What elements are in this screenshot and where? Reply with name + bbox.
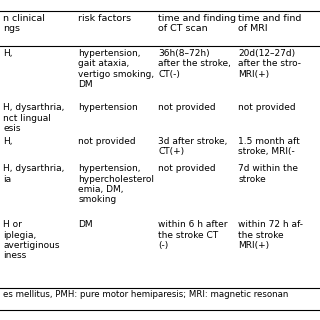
Text: time and finding
of CT scan: time and finding of CT scan [158,14,236,33]
Text: H, dysarthria,
nct lingual
esis: H, dysarthria, nct lingual esis [3,103,65,133]
Text: 20d(12–27d)
after the stro-
MRI(+): 20d(12–27d) after the stro- MRI(+) [238,49,301,79]
Text: H, dysarthria,
ia: H, dysarthria, ia [3,164,65,184]
Text: hypertension,
hypercholesterol
emia, DM,
smoking: hypertension, hypercholesterol emia, DM,… [78,164,155,204]
Text: es mellitus, PMH: pure motor hemiparesis; MRI: magnetic resonan: es mellitus, PMH: pure motor hemiparesis… [3,290,289,299]
Text: not provided: not provided [78,137,136,146]
Text: H,: H, [3,137,13,146]
Text: 3d after stroke,
CT(+): 3d after stroke, CT(+) [158,137,228,156]
Text: hypertension,
gait ataxia,
vertigo smoking,
DM: hypertension, gait ataxia, vertigo smoki… [78,49,155,89]
Text: 7d within the
stroke: 7d within the stroke [238,164,298,184]
Text: time and find
of MRI: time and find of MRI [238,14,302,33]
Text: not provided: not provided [238,103,296,112]
Text: H or
iplegia,
avertiginous
iness: H or iplegia, avertiginous iness [3,220,60,260]
Text: within 6 h after
the stroke CT
(-): within 6 h after the stroke CT (-) [158,220,228,250]
Text: DM: DM [78,220,93,229]
Text: within 72 h af-
the stroke
MRI(+): within 72 h af- the stroke MRI(+) [238,220,303,250]
Text: H,: H, [3,49,13,58]
Text: n clinical
ngs: n clinical ngs [3,14,45,33]
Text: risk factors: risk factors [78,14,132,23]
Text: hypertension: hypertension [78,103,138,112]
Text: 36h(8–72h)
after the stroke,
CT(-): 36h(8–72h) after the stroke, CT(-) [158,49,231,79]
Text: 1.5 month aft
stroke, MRI(-: 1.5 month aft stroke, MRI(- [238,137,300,156]
Text: not provided: not provided [158,103,216,112]
Text: not provided: not provided [158,164,216,173]
